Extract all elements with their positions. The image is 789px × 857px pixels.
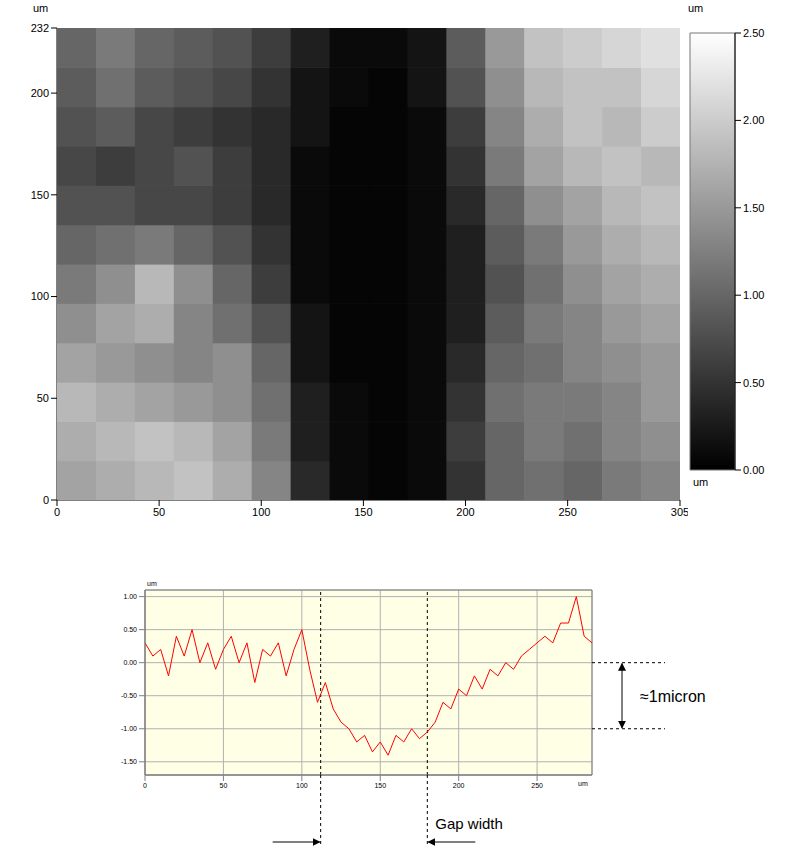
svg-text:305: 305 <box>671 506 688 518</box>
svg-text:0: 0 <box>54 506 60 518</box>
svg-text:50: 50 <box>153 506 165 518</box>
svg-text:200: 200 <box>456 506 474 518</box>
svg-text:250: 250 <box>531 782 543 789</box>
svg-text:0.00: 0.00 <box>743 464 764 476</box>
svg-text:250: 250 <box>558 506 576 518</box>
svg-text:1.00: 1.00 <box>123 593 137 600</box>
html-text:um: um <box>147 580 157 587</box>
svg-text:0: 0 <box>43 494 49 506</box>
svg-text:-1.00: -1.00 <box>121 725 137 732</box>
svg-text:1.50: 1.50 <box>743 202 764 214</box>
html-text:um: um <box>693 476 709 488</box>
svg-text:100: 100 <box>31 290 49 302</box>
svg-text:2.50: 2.50 <box>743 27 764 39</box>
svg-text:150: 150 <box>374 782 386 789</box>
svg-text:-1.50: -1.50 <box>121 758 137 765</box>
svg-text:100: 100 <box>252 506 270 518</box>
svg-text:1.00: 1.00 <box>743 289 764 301</box>
svg-text:0: 0 <box>143 782 147 789</box>
svg-text:200: 200 <box>453 782 465 789</box>
svg-text:150: 150 <box>354 506 372 518</box>
svg-text:232: 232 <box>31 22 49 34</box>
svg-text:Gap width: Gap width <box>435 815 503 832</box>
svg-text:0.50: 0.50 <box>743 377 764 389</box>
svg-text:2.00: 2.00 <box>743 114 764 126</box>
html-text:um: um <box>33 2 49 14</box>
svg-text:≈1micron: ≈1micron <box>640 688 706 705</box>
svg-text:50: 50 <box>37 392 49 404</box>
svg-text:0.00: 0.00 <box>123 659 137 666</box>
svg-text:200: 200 <box>31 87 49 99</box>
html-text:um: um <box>578 780 588 787</box>
svg-text:100: 100 <box>296 782 308 789</box>
svg-text:150: 150 <box>31 189 49 201</box>
html-text:um: um <box>688 2 704 14</box>
svg-text:-0.50: -0.50 <box>121 692 137 699</box>
svg-text:50: 50 <box>220 782 228 789</box>
svg-text:0.50: 0.50 <box>123 626 137 633</box>
